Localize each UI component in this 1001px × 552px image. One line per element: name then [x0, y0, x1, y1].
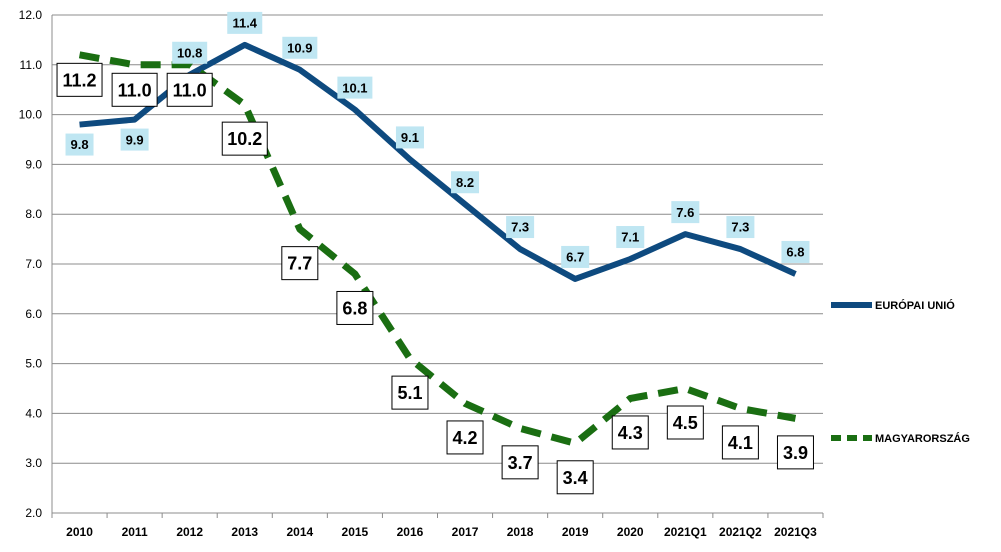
svg-text:6.8: 6.8	[786, 245, 804, 260]
data-label: 6.8	[336, 290, 374, 325]
svg-text:10.8: 10.8	[177, 45, 202, 60]
x-tick-label: 2012	[176, 525, 203, 539]
data-label: 11.4	[227, 11, 263, 34]
svg-text:4.5: 4.5	[673, 413, 698, 433]
x-tick-label: 2016	[397, 525, 424, 539]
y-tick-label: 9.0	[25, 157, 42, 171]
svg-text:6.8: 6.8	[342, 298, 367, 318]
data-label: 10.2	[221, 121, 268, 156]
data-label: 4.5	[666, 405, 704, 440]
x-tick-label: 2011	[122, 525, 148, 539]
data-label: 7.6	[671, 201, 700, 224]
data-label: 6.7	[561, 245, 590, 268]
data-label: 7.7	[281, 246, 319, 281]
svg-text:9.8: 9.8	[70, 137, 88, 152]
data-label: 5.1	[391, 375, 429, 410]
series-lines	[78, 41, 797, 447]
svg-text:7.7: 7.7	[287, 254, 312, 274]
data-label: 10.8	[172, 41, 208, 64]
y-tick-label: 12.0	[19, 8, 43, 22]
legend-label: MAGYARORSZÁG	[875, 432, 970, 445]
x-tick-label: 2017	[452, 525, 479, 539]
svg-text:6.7: 6.7	[566, 250, 584, 265]
x-tick-label: 2021Q2	[719, 525, 762, 539]
svg-text:7.3: 7.3	[731, 220, 749, 235]
svg-text:9.1: 9.1	[401, 130, 419, 145]
data-label: 6.8	[781, 240, 810, 263]
data-label: 4.2	[446, 420, 484, 455]
svg-text:3.4: 3.4	[563, 468, 588, 488]
x-tick-label: 2010	[66, 525, 93, 539]
svg-text:9.9: 9.9	[126, 132, 144, 147]
series-line	[79, 41, 797, 282]
x-tick-label: 2014	[286, 525, 313, 539]
y-tick-label: 10.0	[19, 108, 43, 122]
x-tick-label: 2021Q1	[664, 525, 707, 539]
svg-text:4.3: 4.3	[618, 423, 643, 443]
data-label: 4.1	[721, 425, 759, 460]
x-tick-label: 2018	[507, 525, 534, 539]
x-axis: 2010 2011 2012 2013 2014 2015 2016 2017 2018 2019…	[51, 512, 824, 539]
data-label: 9.1	[395, 126, 424, 149]
x-tick-label: 2020	[617, 525, 644, 539]
grid-lines	[52, 14, 823, 514]
svg-text:11.4: 11.4	[232, 16, 257, 31]
svg-text:11.2: 11.2	[63, 70, 97, 90]
svg-text:7.1: 7.1	[621, 230, 639, 245]
data-label: 9.8	[65, 133, 94, 156]
y-tick-label: 8.0	[25, 207, 42, 221]
y-tick-label: 3.0	[25, 456, 42, 470]
svg-text:4.2: 4.2	[453, 428, 478, 448]
data-labels: 9.8 9.9 10.8 11.4 10.9 10.1 9.1 8.2 7.3 6.7 7.1 7.6…	[56, 11, 814, 495]
x-tick-label: 2013	[231, 525, 258, 539]
legend-item: MAGYARORSZÁG	[831, 432, 970, 445]
data-label: 11.0	[166, 72, 213, 107]
y-tick-label: 6.0	[25, 307, 42, 321]
y-tick-label: 11.0	[20, 58, 43, 72]
data-label: 7.3	[506, 216, 535, 239]
svg-text:7.6: 7.6	[676, 205, 694, 220]
svg-text:4.1: 4.1	[728, 433, 753, 453]
data-label: 10.1	[337, 76, 373, 99]
data-label: 3.7	[501, 445, 539, 480]
data-label: 3.4	[556, 460, 594, 495]
legend-label: EURÓPAI UNIÓ	[875, 299, 955, 312]
y-tick-label: 2.0	[25, 506, 42, 520]
y-axis: 2.0 3.0 4.0 5.0 6.0 7.0 8.0 9.0 10.0 11.0 12.0	[19, 8, 53, 520]
y-tick-label: 5.0	[25, 357, 42, 371]
data-label: 11.0	[111, 72, 158, 107]
data-label: 3.9	[776, 435, 814, 470]
svg-text:11.0: 11.0	[118, 80, 152, 100]
x-tick-label: 2019	[562, 525, 589, 539]
svg-text:3.7: 3.7	[508, 453, 533, 473]
svg-text:5.1: 5.1	[397, 383, 422, 403]
data-label: 4.3	[611, 415, 649, 450]
svg-text:3.9: 3.9	[783, 443, 808, 463]
svg-text:11.0: 11.0	[173, 80, 207, 100]
data-label: 7.3	[726, 216, 755, 239]
data-label: 7.1	[616, 226, 645, 249]
svg-text:10.2: 10.2	[227, 129, 262, 149]
svg-text:10.1: 10.1	[342, 80, 367, 95]
svg-text:10.9: 10.9	[287, 40, 312, 55]
series-line	[78, 51, 797, 447]
data-label: 9.9	[120, 128, 149, 151]
data-label: 10.9	[282, 36, 318, 59]
svg-text:8.2: 8.2	[456, 175, 474, 190]
x-tick-label: 2021Q3	[774, 525, 817, 539]
data-label: 11.2	[56, 62, 103, 97]
y-tick-label: 7.0	[25, 257, 42, 271]
data-label: 8.2	[451, 171, 480, 194]
y-tick-label: 4.0	[25, 406, 42, 420]
legend-item: EURÓPAI UNIÓ	[831, 299, 955, 312]
svg-text:7.3: 7.3	[511, 220, 529, 235]
legend: EURÓPAI UNIÓ MAGYARORSZÁG	[831, 299, 970, 445]
x-tick-label: 2015	[342, 525, 369, 539]
